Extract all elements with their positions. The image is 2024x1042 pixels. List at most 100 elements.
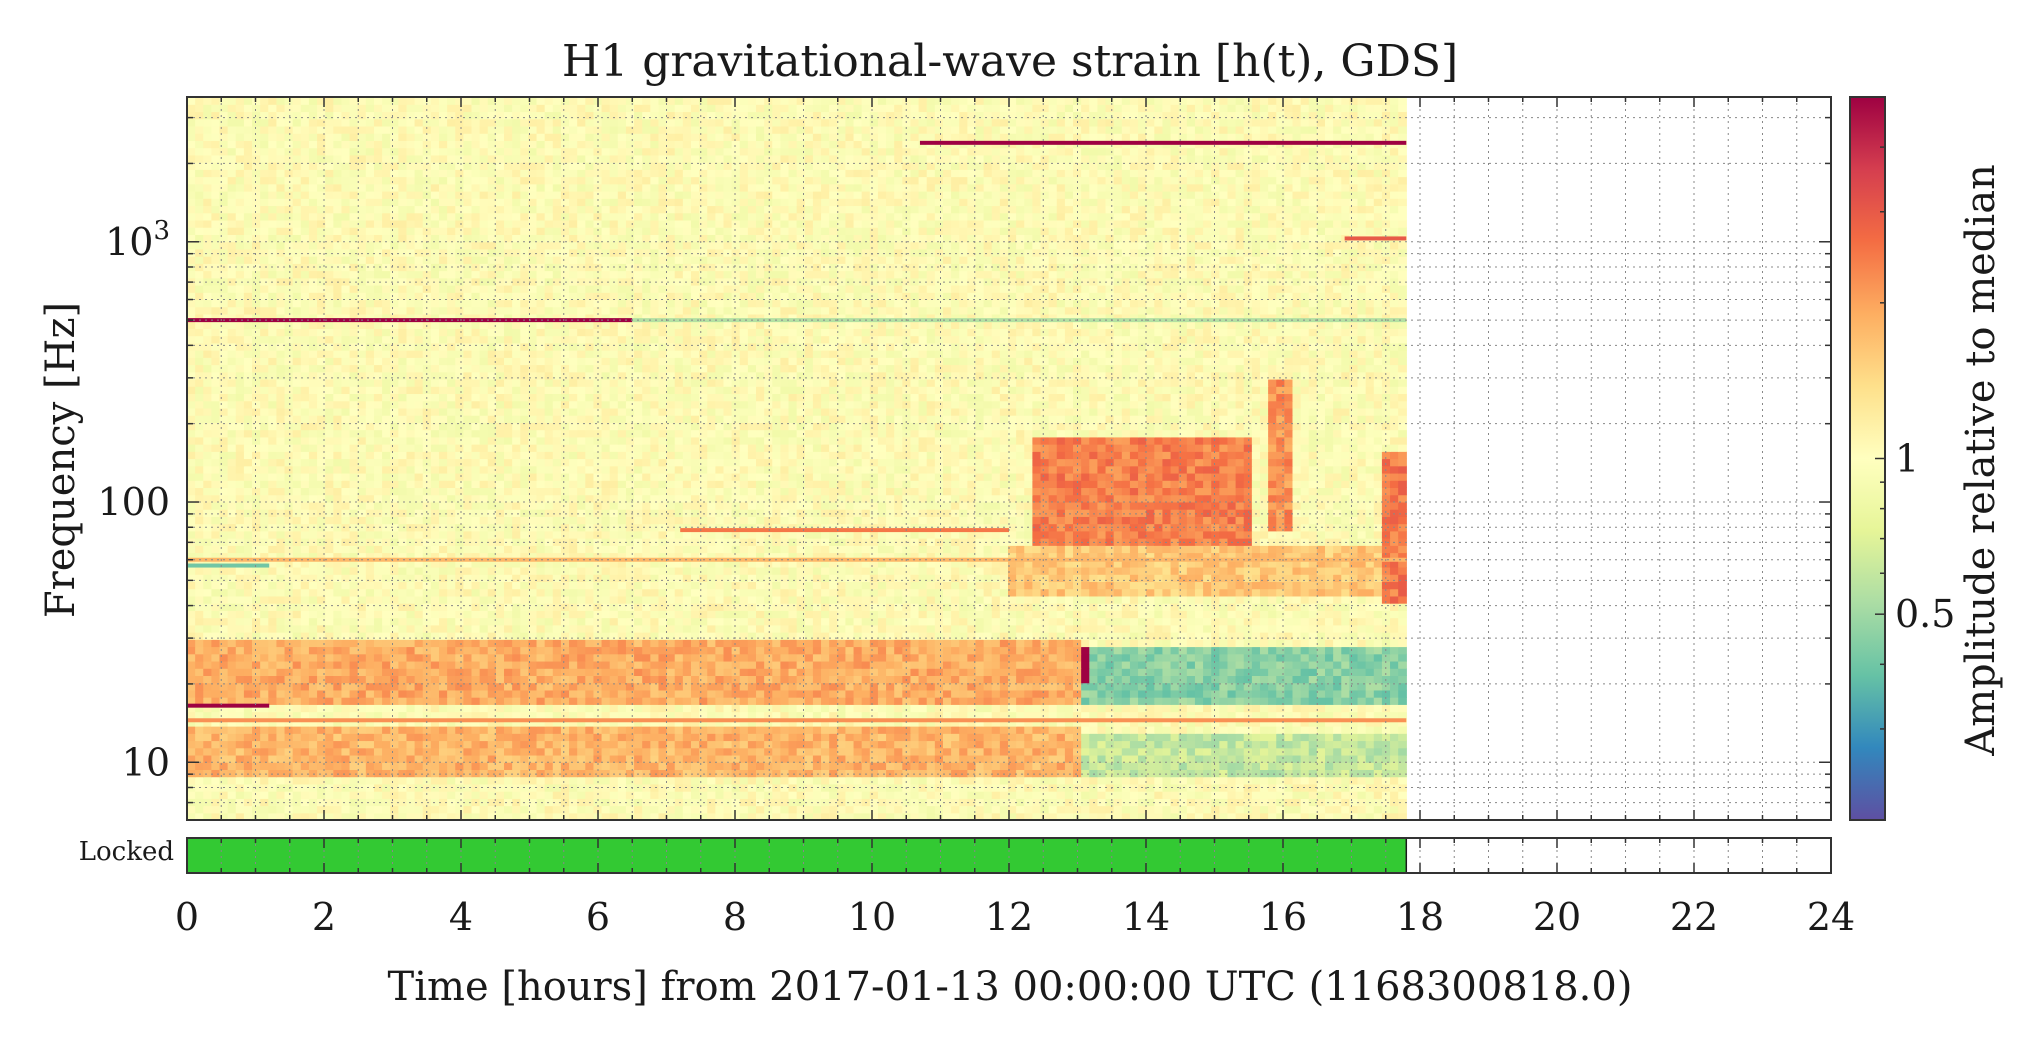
heatmap-cell [618, 654, 627, 662]
heatmap-cell [561, 646, 570, 654]
heatmap-cell [658, 589, 667, 597]
heatmap-cell [650, 683, 659, 691]
heatmap-cell [959, 654, 968, 662]
heatmap-cell [862, 777, 871, 785]
heatmap-cell [1268, 618, 1277, 626]
heatmap-cell [935, 632, 944, 640]
heatmap-cell [1154, 704, 1163, 712]
heatmap-cell [723, 603, 732, 611]
heatmap-cell [626, 639, 635, 647]
heatmap-cell [1309, 610, 1318, 618]
heatmap-cell [496, 704, 505, 712]
heatmap-cell [805, 755, 814, 763]
heatmap-cell [1146, 748, 1155, 756]
heatmap-cell [293, 769, 302, 777]
heatmap-cell [341, 639, 350, 647]
heatmap-cell [268, 639, 277, 647]
heatmap-cell [1317, 733, 1326, 741]
heatmap-cell [439, 668, 448, 676]
heatmap-cell [1260, 791, 1269, 799]
heatmap-cell [927, 618, 936, 626]
heatmap-cell [1268, 712, 1277, 720]
heatmap-cell [862, 697, 871, 705]
heatmap-cell [496, 639, 505, 647]
heatmap-cell [1162, 610, 1171, 618]
heatmap-cell [927, 654, 936, 662]
heatmap-cell [1374, 625, 1383, 633]
heatmap-cell [797, 581, 806, 589]
heatmap-cell [260, 654, 269, 662]
heatmap-cell [1227, 791, 1236, 799]
heatmap-cell [496, 646, 505, 654]
heatmap-cell [959, 661, 968, 669]
heatmap-cell [1382, 603, 1391, 611]
heatmap-cell [244, 603, 253, 611]
heatmap-cell [415, 748, 424, 756]
heatmap-cell [1349, 581, 1358, 589]
heatmap-cell [537, 610, 546, 618]
heatmap-cell [1244, 755, 1253, 763]
heatmap-cell [472, 639, 481, 647]
heatmap-cell [366, 646, 375, 654]
heatmap-cell [1244, 748, 1253, 756]
heatmap-cell [504, 726, 513, 734]
heatmap-cell [683, 661, 692, 669]
heatmap-cell [829, 791, 838, 799]
heatmap-cell [1244, 589, 1253, 597]
heatmap-cell [602, 646, 611, 654]
heatmap-cell [1122, 690, 1131, 698]
heatmap-cell [268, 748, 277, 756]
heatmap-cell [1333, 697, 1342, 705]
heatmap-cell [1000, 748, 1009, 756]
heatmap-cell [1252, 762, 1261, 770]
heatmap-cell [1276, 748, 1285, 756]
heatmap-cell [577, 654, 586, 662]
heatmap-cell [333, 618, 342, 626]
heatmap-cell [992, 712, 1001, 720]
heatmap-cell [1382, 646, 1391, 654]
heatmap-cell [618, 791, 627, 799]
heatmap-cell [1398, 762, 1407, 770]
heatmap-cell [870, 618, 879, 626]
heatmap-cell [1390, 639, 1399, 647]
heatmap-cell [1219, 777, 1228, 785]
heatmap-cell [1089, 603, 1098, 611]
heatmap-cell [447, 661, 456, 669]
heatmap-cell [293, 574, 302, 582]
heatmap-cell [610, 618, 619, 626]
heatmap-cell [1065, 690, 1074, 698]
heatmap-cell [1374, 618, 1383, 626]
heatmap-cell [447, 596, 456, 604]
heatmap-cell [618, 748, 627, 756]
heatmap-cell [870, 690, 879, 698]
heatmap-cell [1349, 639, 1358, 647]
heatmap-cell [504, 777, 513, 785]
heatmap-cell [1081, 777, 1090, 785]
heatmap-cell [545, 712, 554, 720]
heatmap-cell [1016, 769, 1025, 777]
heatmap-cell [1333, 632, 1342, 640]
heatmap-cell [1219, 690, 1228, 698]
heatmap-cell [667, 603, 676, 611]
heatmap-cell [1203, 690, 1212, 698]
heatmap-cell [1065, 762, 1074, 770]
heatmap-cell [1317, 654, 1326, 662]
heatmap-cell [309, 668, 318, 676]
heatmap-cell [447, 625, 456, 633]
heatmap-cell [650, 639, 659, 647]
heatmap-cell [512, 798, 521, 806]
heatmap-cell [1244, 596, 1253, 604]
heatmap-cell [244, 589, 253, 597]
heatmap-cell [293, 668, 302, 676]
heatmap-cell [561, 618, 570, 626]
heatmap-cell [309, 712, 318, 720]
heatmap-cell [658, 762, 667, 770]
heatmap-cell [480, 748, 489, 756]
heatmap-cell [854, 603, 863, 611]
heatmap-cell [1032, 733, 1041, 741]
heatmap-cell [585, 777, 594, 785]
heatmap-cell [1146, 661, 1155, 669]
heatmap-cell [455, 596, 464, 604]
heatmap-cell [756, 791, 765, 799]
heatmap-cell [910, 610, 919, 618]
